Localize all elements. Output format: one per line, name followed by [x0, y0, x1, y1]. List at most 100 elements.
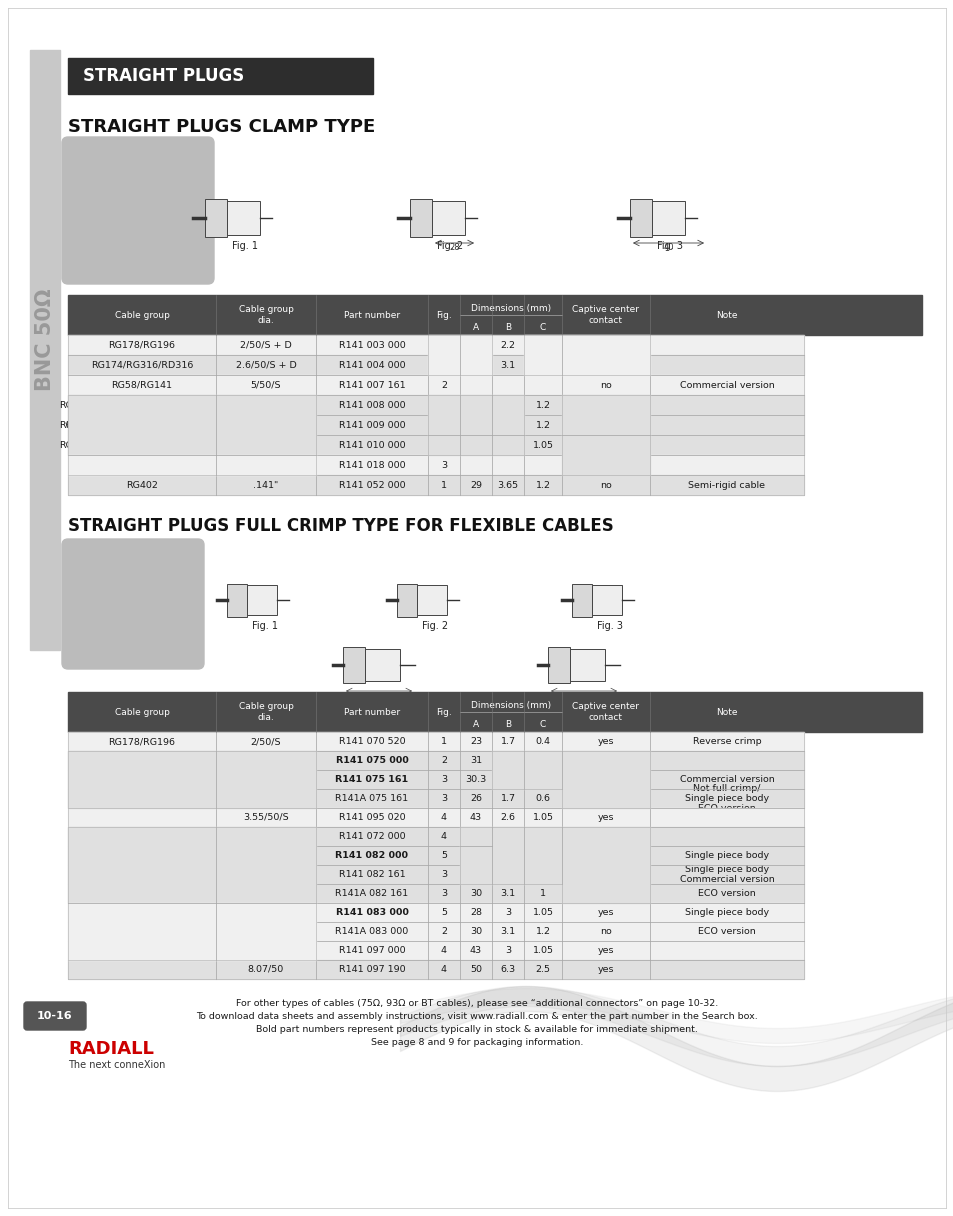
Bar — [205, 199, 227, 237]
Bar — [68, 959, 215, 979]
Bar — [492, 827, 523, 846]
Text: yes: yes — [597, 350, 614, 360]
Bar — [315, 435, 428, 455]
Bar — [68, 903, 215, 959]
Bar — [459, 959, 492, 979]
Text: 5.6: 5.6 — [499, 410, 516, 420]
Text: no: no — [599, 381, 611, 389]
Bar — [68, 770, 215, 789]
Bar — [215, 435, 315, 455]
Text: RG142/RG223/RG400: RG142/RG223/RG400 — [91, 927, 193, 936]
Text: Single piece body: Single piece body — [684, 908, 768, 917]
Text: 27: 27 — [470, 340, 481, 349]
Text: 5/50/D: 5/50/D — [250, 927, 281, 936]
Bar — [315, 827, 428, 846]
Bar — [68, 865, 215, 884]
Text: 39: 39 — [470, 832, 481, 841]
Bar — [459, 922, 492, 941]
Bar — [561, 395, 649, 415]
Bar — [215, 455, 315, 475]
Bar — [343, 647, 365, 683]
Text: 3: 3 — [440, 889, 447, 897]
Bar — [215, 475, 315, 495]
Bar — [68, 58, 373, 94]
Bar — [215, 355, 315, 375]
Text: 28: 28 — [470, 869, 481, 879]
Bar — [68, 827, 215, 846]
Bar — [215, 375, 315, 395]
Bar — [215, 827, 315, 903]
Text: 4: 4 — [440, 966, 447, 974]
Text: To download data sheets and assembly instructions, visit www.radiall.com & enter: To download data sheets and assembly ins… — [196, 1012, 757, 1021]
Text: yes: yes — [598, 775, 614, 784]
Text: 1.8: 1.8 — [500, 775, 515, 784]
Text: Cable group: Cable group — [114, 708, 170, 716]
Bar — [315, 475, 428, 495]
Bar — [523, 355, 561, 375]
Bar — [428, 395, 459, 415]
Text: R141A 082 161: R141A 082 161 — [335, 889, 408, 897]
Text: 2.6/50/S: 2.6/50/S — [246, 756, 286, 765]
Text: 1.7: 1.7 — [500, 794, 515, 803]
Bar — [649, 884, 803, 903]
Text: 28: 28 — [469, 440, 481, 450]
Bar — [428, 959, 459, 979]
Bar — [315, 941, 428, 959]
Text: RG58/RG14: RG58/RG14 — [114, 851, 170, 860]
Bar — [523, 846, 561, 865]
Bar — [649, 475, 803, 495]
Bar — [492, 941, 523, 959]
Bar — [428, 770, 459, 789]
Text: RG142/RG223/RG400: RG142/RG223/RG400 — [94, 927, 189, 936]
Bar — [68, 751, 215, 770]
Text: 3: 3 — [440, 794, 447, 803]
Text: 0.4: 0.4 — [535, 737, 550, 745]
Text: RADIALL: RADIALL — [68, 1040, 153, 1058]
Text: 5/50/S: 5/50/S — [251, 889, 281, 897]
Bar — [492, 827, 523, 884]
Text: STRAIGHT PLUGS CLAMP TYPE: STRAIGHT PLUGS CLAMP TYPE — [68, 118, 375, 136]
Bar — [492, 807, 523, 827]
Bar — [215, 903, 315, 922]
Bar — [315, 903, 428, 922]
Bar — [315, 455, 428, 475]
Bar — [428, 355, 459, 375]
Text: 2.6/50/S: 2.6/50/S — [246, 794, 286, 803]
Text: 1: 1 — [440, 350, 447, 360]
Text: R141 097 000: R141 097 000 — [338, 946, 405, 955]
Bar — [315, 732, 428, 751]
Text: 43: 43 — [470, 814, 481, 822]
Text: Fig. 2: Fig. 2 — [421, 620, 448, 631]
Text: yes: yes — [598, 360, 614, 370]
Bar — [523, 334, 561, 355]
Bar — [68, 375, 215, 395]
Bar — [523, 941, 561, 959]
Bar — [459, 884, 492, 903]
Bar — [215, 334, 315, 355]
Bar — [572, 584, 592, 617]
Bar — [68, 692, 921, 732]
Text: 1: 1 — [440, 480, 447, 490]
Text: yes: yes — [598, 340, 614, 349]
Text: 1.7: 1.7 — [500, 737, 515, 745]
Bar — [68, 415, 215, 435]
Text: Dimensions (mm): Dimensions (mm) — [471, 304, 551, 313]
Text: 1.2: 1.2 — [535, 480, 550, 490]
Bar — [649, 435, 803, 455]
Bar — [459, 807, 492, 827]
Text: 30: 30 — [470, 889, 481, 897]
Bar — [492, 751, 523, 789]
Text: RG58/RG141: RG58/RG141 — [112, 381, 172, 389]
Text: 28: 28 — [470, 851, 481, 860]
Text: yes: yes — [598, 869, 614, 879]
Text: The next conneXion: The next conneXion — [68, 1060, 165, 1070]
Text: RG213/RG393/RG214/RG216: RG213/RG393/RG214/RG216 — [78, 461, 205, 469]
Text: 27: 27 — [469, 350, 482, 360]
Bar — [523, 789, 561, 807]
Bar — [523, 455, 561, 475]
Bar — [561, 415, 649, 435]
Text: 28: 28 — [449, 243, 459, 252]
Bar — [315, 334, 428, 355]
Text: 5/50/S: 5/50/S — [251, 851, 281, 860]
Text: 3: 3 — [504, 946, 511, 955]
